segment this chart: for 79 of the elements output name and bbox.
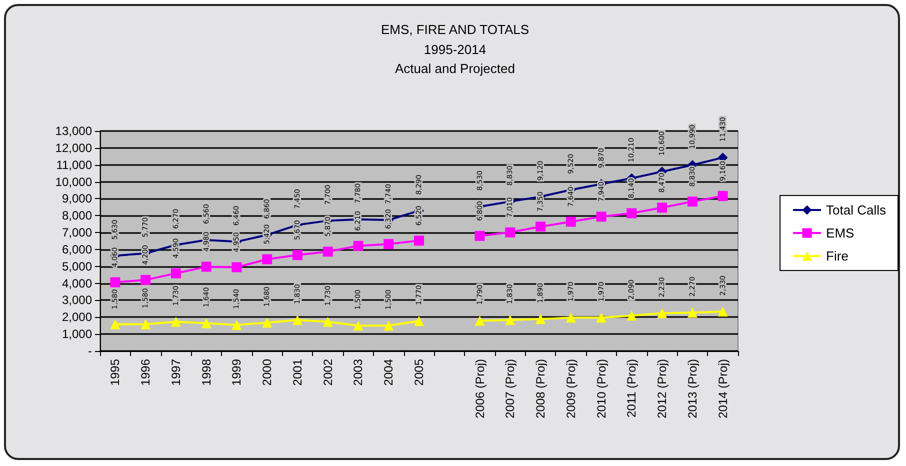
x-tick-label: 2011 (Proj): [624, 359, 639, 418]
x-tick-label: 2005: [412, 358, 426, 386]
point: [201, 262, 212, 272]
chart-subtitle: 1995-2014 Actual and Projected: [395, 42, 515, 76]
x-tick-label: 2007 (Proj): [503, 359, 518, 418]
y-tick-label: 12,000: [55, 140, 92, 155]
point: [232, 320, 242, 330]
point: [657, 202, 668, 213]
point: [626, 310, 637, 321]
point: [687, 308, 698, 318]
point: [718, 306, 728, 317]
x-tick-label: 1997: [168, 358, 183, 386]
point: [596, 212, 606, 222]
x-tick-label: 2014 (Proj): [716, 359, 730, 418]
chart-title: EMS, FIRE AND TOTALS: [380, 22, 530, 37]
y-tick-label: 7,000: [62, 226, 92, 240]
x-tick-label: 2000: [260, 358, 274, 386]
point: [687, 196, 698, 207]
point: [474, 230, 485, 241]
point: [110, 319, 120, 330]
point: [201, 318, 212, 328]
x-tick-label: 2013 (Proj): [685, 359, 700, 418]
point: [262, 254, 272, 264]
point: [505, 227, 516, 238]
point: [140, 319, 151, 330]
x-tick-label: 1999: [230, 358, 244, 386]
point: [626, 208, 637, 218]
y-tick-label: 6,000: [62, 242, 92, 256]
point: [536, 314, 546, 324]
point: [596, 312, 606, 323]
x-tick-label: 1995: [108, 358, 122, 386]
x-tick-label: 2008 (Proj): [534, 359, 548, 418]
point: [384, 239, 394, 250]
point: [262, 318, 272, 328]
y-tick-label: 10,000: [55, 174, 92, 189]
point: [140, 274, 151, 285]
y-tick-label: 1,000: [62, 327, 92, 342]
x-tick-label: 2002: [320, 358, 335, 386]
x-tick-label: 2003: [351, 358, 366, 386]
point: [322, 316, 333, 327]
y-tick-label: 13,000: [55, 124, 92, 138]
x-tick-label: 1996: [138, 358, 153, 386]
y-tick-label: -: [88, 344, 92, 358]
legend-label: Total Calls: [826, 202, 886, 218]
point: [170, 268, 181, 278]
x-tick-label: 2004: [382, 358, 396, 386]
y-tick-label: 8,000: [62, 208, 92, 223]
x-tick-label: 1998: [199, 358, 214, 386]
legend-label: Fire: [826, 248, 848, 264]
y-tick-label: 3,000: [62, 293, 92, 308]
point: [110, 277, 120, 288]
point: [384, 320, 394, 331]
point: [566, 312, 576, 323]
point: [292, 250, 302, 260]
x-tick-label: 2001: [290, 358, 304, 386]
point: [474, 316, 485, 326]
point: [232, 262, 242, 272]
x-tick-label: 2006 (Proj): [472, 359, 487, 418]
point: [505, 315, 516, 326]
y-tick-label: 5,000: [62, 259, 92, 274]
point: [657, 308, 668, 318]
point: [292, 315, 302, 326]
legend-label: EMS: [826, 226, 855, 240]
point: [170, 316, 181, 327]
point: [536, 222, 546, 232]
point: [414, 236, 424, 246]
x-tick-label: 2010 (Proj): [594, 359, 608, 418]
point: [353, 320, 364, 331]
point: [718, 190, 728, 201]
point: [414, 316, 424, 326]
y-tick-label: 11,000: [56, 158, 92, 172]
y-tick-label: 4,000: [62, 276, 92, 290]
point: [566, 216, 576, 227]
x-tick-label: 2009 (Proj): [564, 359, 578, 418]
point: [353, 240, 364, 251]
y-tick-label: 2,000: [62, 310, 92, 324]
y-tick-label: 9,000: [62, 192, 92, 206]
point: [322, 246, 333, 257]
x-tick-label: 2012 (Proj): [655, 359, 670, 418]
